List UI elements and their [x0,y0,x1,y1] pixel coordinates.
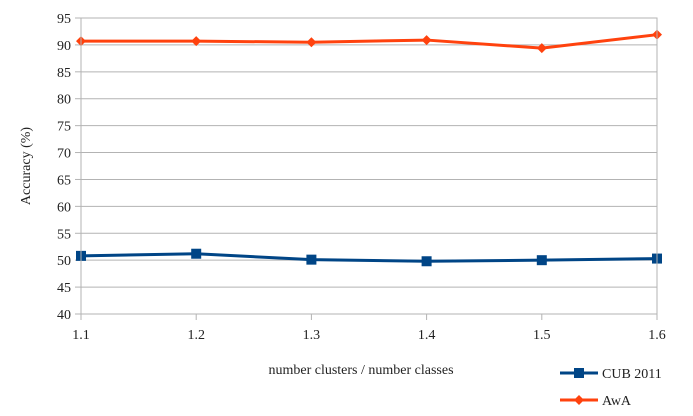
y-tick-label: 90 [57,39,71,54]
legend: CUB 2011 AwA [560,367,662,409]
y-tick-label: 85 [57,66,71,81]
y-tick-label: 60 [57,200,71,215]
y-tick-label: 95 [57,12,71,27]
y-tick-label: 70 [57,147,71,162]
data-point [536,43,547,54]
data-point [191,36,202,47]
y-axis-ticks: 40 45 50 55 60 65 70 75 80 85 90 95 [57,12,81,323]
x-axis-ticks: 1.1 1.2 1.3 1.4 1.5 1.6 [72,314,666,343]
y-tick-label: 50 [57,254,71,269]
y-tick-label: 55 [57,227,71,242]
legend-label: CUB 2011 [602,367,662,382]
y-tick-label: 40 [57,308,71,323]
data-point [191,248,202,259]
grid-lines [81,17,657,315]
y-tick-label: 65 [57,173,71,188]
data-point [421,256,432,267]
series-2 [76,29,662,54]
series-line [80,252,658,263]
x-tick-label: 1.4 [418,328,436,343]
x-axis-label: number clusters / number classes [268,363,453,378]
y-tick-label: 80 [57,93,71,108]
x-tick-label: 1.3 [303,328,321,343]
legend-marker [574,395,584,405]
x-tick-label: 1.1 [72,328,90,343]
legend-item-2: AwA [560,394,632,409]
data-point [421,35,432,46]
y-tick-label: 45 [57,281,71,296]
y-tick-label: 75 [57,120,71,135]
x-tick-label: 1.5 [533,328,551,343]
legend-marker [574,368,584,378]
y-axis-label: Accuracy (%) [19,127,34,205]
x-tick-label: 1.6 [648,328,666,343]
legend-item-1: CUB 2011 [560,367,662,382]
x-tick-label: 1.2 [187,328,205,343]
series-lines [76,29,662,267]
data-point [536,255,547,266]
series-line [81,33,658,50]
plot-area [80,17,658,315]
data-point [306,37,317,48]
legend-label: AwA [602,394,632,409]
data-point [306,254,317,265]
series-1 [76,248,662,267]
